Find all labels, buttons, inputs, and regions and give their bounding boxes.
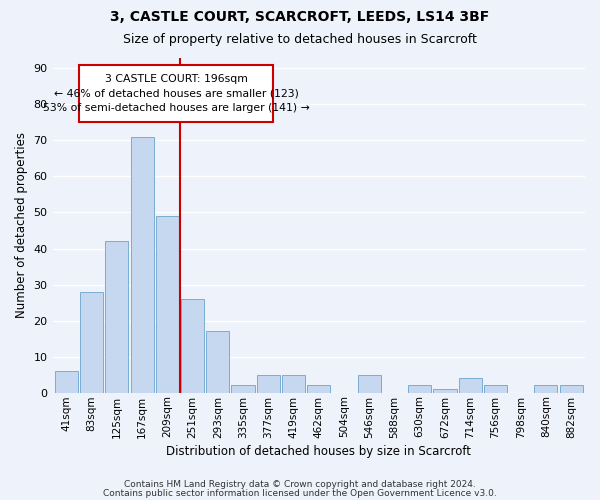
Text: Contains HM Land Registry data © Crown copyright and database right 2024.: Contains HM Land Registry data © Crown c… bbox=[124, 480, 476, 489]
Y-axis label: Number of detached properties: Number of detached properties bbox=[15, 132, 28, 318]
Bar bbox=[484, 386, 507, 392]
Bar bbox=[55, 371, 78, 392]
Bar bbox=[232, 386, 254, 392]
Bar bbox=[206, 332, 229, 392]
Bar bbox=[560, 386, 583, 392]
Bar bbox=[358, 374, 381, 392]
Bar bbox=[458, 378, 482, 392]
Bar bbox=[131, 137, 154, 392]
Bar bbox=[257, 374, 280, 392]
Bar bbox=[408, 386, 431, 392]
Bar bbox=[156, 216, 179, 392]
Text: 3, CASTLE COURT, SCARCROFT, LEEDS, LS14 3BF: 3, CASTLE COURT, SCARCROFT, LEEDS, LS14 … bbox=[110, 10, 490, 24]
Bar bbox=[433, 389, 457, 392]
Bar bbox=[307, 386, 331, 392]
Bar bbox=[80, 292, 103, 392]
X-axis label: Distribution of detached houses by size in Scarcroft: Distribution of detached houses by size … bbox=[166, 444, 471, 458]
Text: Contains public sector information licensed under the Open Government Licence v3: Contains public sector information licen… bbox=[103, 489, 497, 498]
Text: 3 CASTLE COURT: 196sqm
← 46% of detached houses are smaller (123)
53% of semi-de: 3 CASTLE COURT: 196sqm ← 46% of detached… bbox=[43, 74, 310, 114]
Bar bbox=[534, 386, 557, 392]
FancyBboxPatch shape bbox=[79, 64, 274, 122]
Text: Size of property relative to detached houses in Scarcroft: Size of property relative to detached ho… bbox=[123, 32, 477, 46]
Bar bbox=[105, 242, 128, 392]
Bar bbox=[181, 299, 204, 392]
Bar bbox=[282, 374, 305, 392]
